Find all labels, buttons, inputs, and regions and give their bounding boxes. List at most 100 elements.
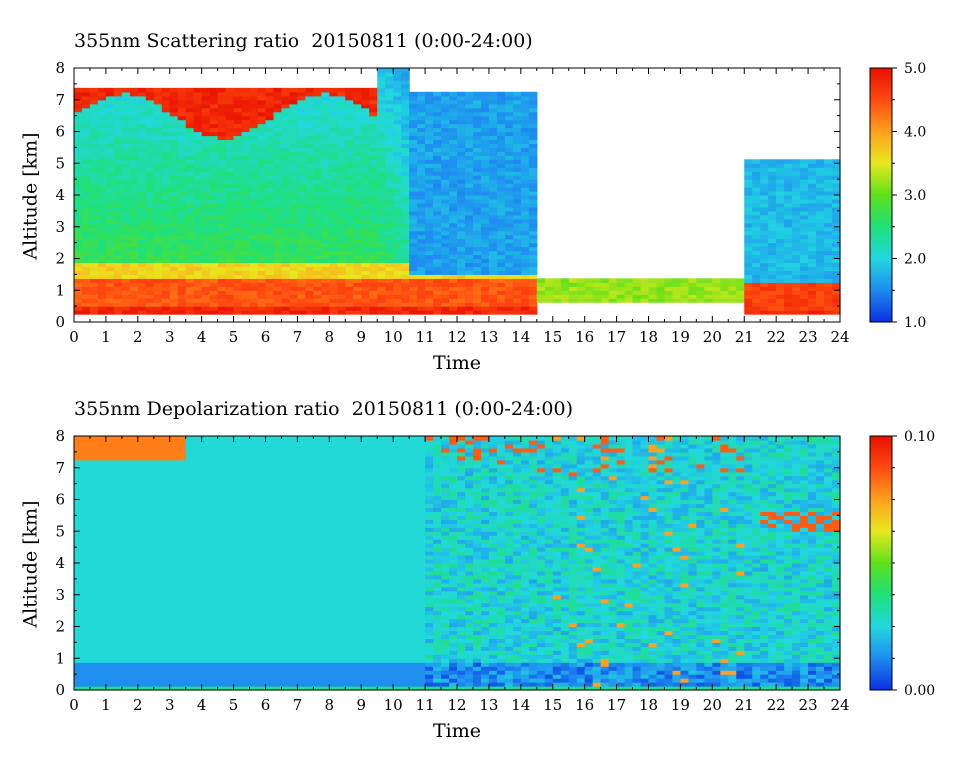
heatmap-cell <box>241 274 251 279</box>
heatmap-cell <box>321 274 330 279</box>
heatmap-cell <box>281 171 291 176</box>
heatmap-cell <box>768 179 777 184</box>
heatmap-cell <box>480 191 490 196</box>
heatmap-cell <box>504 139 514 145</box>
heatmap-cell <box>393 302 402 307</box>
heatmap-cell <box>824 183 833 188</box>
heatmap-cell <box>329 214 338 220</box>
heatmap-cell <box>225 171 235 176</box>
heatmap-cell <box>153 606 163 612</box>
heatmap-cell <box>457 294 466 299</box>
heatmap-cell <box>201 115 211 121</box>
heatmap-cell <box>81 151 91 156</box>
heatmap-cell <box>281 183 291 188</box>
heatmap-cell <box>433 107 442 113</box>
heatmap-cell <box>744 226 753 232</box>
heatmap-cell <box>393 278 402 283</box>
heatmap-cell <box>752 302 761 307</box>
heatmap-cell <box>137 515 147 520</box>
heatmap-cell <box>345 107 354 113</box>
heatmap-cell <box>417 167 426 172</box>
heatmap-cell <box>409 278 418 283</box>
heatmap-cell <box>752 226 761 232</box>
heatmap-cell <box>313 195 322 200</box>
heatmap-cell <box>472 278 482 283</box>
heatmap-cell <box>337 183 346 188</box>
heatmap-cell <box>105 439 115 445</box>
heatmap-cell <box>281 151 291 156</box>
heatmap-cell <box>265 226 275 232</box>
heatmap-cell <box>273 159 283 164</box>
heatmap-cell <box>449 258 458 264</box>
heatmap-cell <box>441 127 450 133</box>
heatmap-cell <box>209 202 219 208</box>
heatmap-cell <box>169 662 179 667</box>
heatmap-cell <box>185 179 195 184</box>
heatmap-cell <box>800 159 809 164</box>
heatmap-cell <box>616 290 626 295</box>
heatmap-cell <box>265 159 275 164</box>
heatmap-cell <box>441 282 450 287</box>
heatmap-cell <box>249 226 259 232</box>
heatmap-cell <box>89 278 99 283</box>
heatmap-cell <box>193 183 203 188</box>
heatmap-cell <box>169 206 179 212</box>
heatmap-cell <box>249 131 259 137</box>
heatmap-cell <box>89 471 99 477</box>
heatmap-cell <box>760 210 769 216</box>
heatmap-cell <box>169 582 179 588</box>
heatmap-cell <box>297 198 306 204</box>
heatmap-cell <box>449 99 458 105</box>
heatmap-cell <box>217 222 227 228</box>
heatmap-cell <box>201 111 211 117</box>
heatmap-cell <box>201 242 211 248</box>
heatmap-cell <box>153 467 163 473</box>
heatmap-cell <box>401 159 410 164</box>
heatmap-cell <box>377 198 386 204</box>
heatmap-cell <box>161 107 171 113</box>
heatmap-cell <box>480 139 490 145</box>
heatmap-cell <box>385 230 394 236</box>
heatmap-cell <box>776 250 785 256</box>
heatmap-cell <box>441 198 450 204</box>
heatmap-cell <box>688 282 697 287</box>
heatmap-cell <box>193 250 203 256</box>
heatmap-cell <box>265 91 275 97</box>
heatmap-cell <box>129 582 139 588</box>
heatmap-cell <box>81 495 91 501</box>
heatmap-cell <box>776 302 785 307</box>
heatmap-cell <box>305 91 314 97</box>
heatmap-cell <box>145 650 155 655</box>
heatmap-cell <box>74 634 83 640</box>
heatmap-cell <box>385 238 394 244</box>
heatmap-cell <box>145 630 155 636</box>
heatmap-cell <box>185 171 195 176</box>
heatmap-cell <box>512 302 522 307</box>
heatmap-cell <box>225 306 235 311</box>
heatmap-cell <box>105 107 115 113</box>
heatmap-cell <box>337 179 346 184</box>
heatmap-cell <box>385 179 394 184</box>
heatmap-cell <box>568 290 578 295</box>
heatmap-cell <box>233 282 243 287</box>
heatmap-cell <box>265 183 275 188</box>
heatmap-cell <box>89 443 99 449</box>
heatmap-cell <box>337 119 346 125</box>
heatmap-cell <box>121 582 131 588</box>
heatmap-cell <box>457 258 466 264</box>
heatmap-cell <box>217 155 227 160</box>
heatmap-cell <box>121 175 131 180</box>
heatmap-cell <box>105 650 115 655</box>
heatmap-cell <box>105 582 115 588</box>
heatmap-cell <box>496 226 506 232</box>
heatmap-cell <box>169 574 179 580</box>
heatmap-cell <box>792 302 801 307</box>
heatmap-cell <box>528 214 538 220</box>
heatmap-cell <box>81 578 91 584</box>
heatmap-cell <box>297 123 306 129</box>
heatmap-cell <box>74 242 83 248</box>
heatmap-cell <box>401 115 410 121</box>
heatmap-cell <box>129 618 139 624</box>
heatmap-cell <box>377 302 386 307</box>
heatmap-cell <box>512 171 522 176</box>
